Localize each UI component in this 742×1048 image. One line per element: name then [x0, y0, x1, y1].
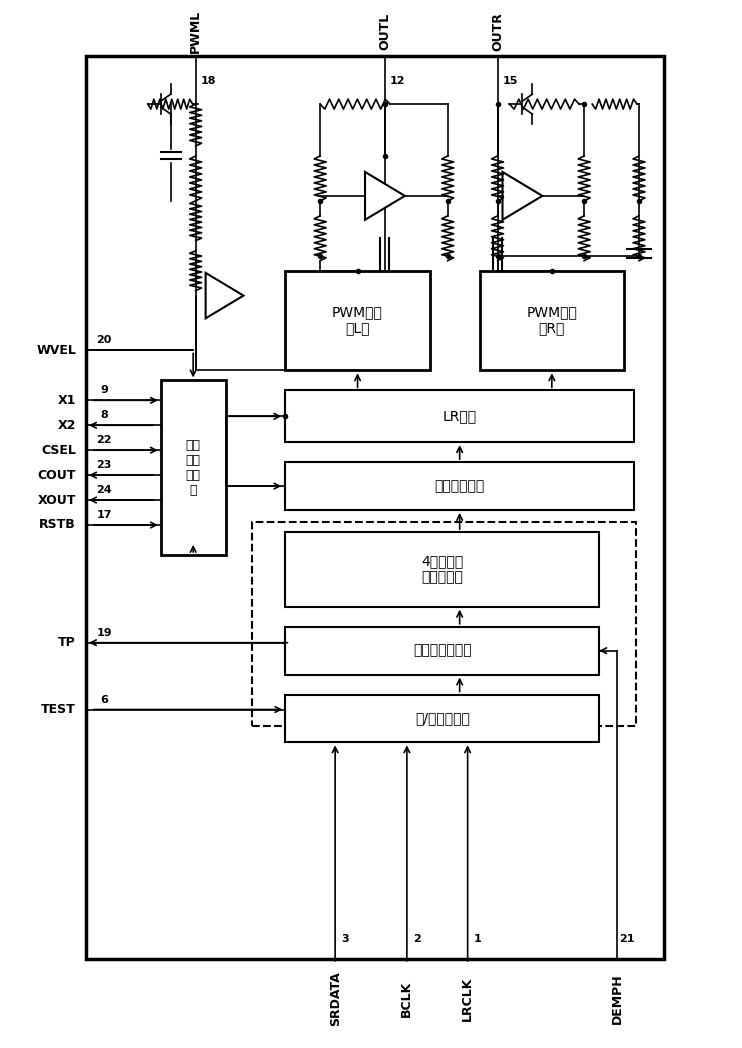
Text: 4倍超取样
数字滤波器: 4倍超取样 数字滤波器: [421, 554, 463, 585]
Text: 时钟
信号
发生
器: 时钟 信号 发生 器: [186, 439, 200, 497]
Text: 21: 21: [620, 934, 635, 944]
Text: TEST: TEST: [42, 703, 76, 716]
Bar: [479, 270, 624, 370]
Text: OUTR: OUTR: [491, 12, 504, 50]
Text: PWM逻辑
（L）: PWM逻辑 （L）: [332, 305, 383, 335]
Text: COUT: COUT: [38, 468, 76, 482]
Bar: [252, 522, 636, 726]
Text: 20: 20: [96, 335, 112, 346]
Text: 18: 18: [200, 77, 216, 86]
Text: LRCLK: LRCLK: [461, 977, 474, 1021]
Bar: [86, 57, 664, 959]
Polygon shape: [502, 172, 542, 220]
Text: 15: 15: [502, 77, 518, 86]
Bar: [286, 270, 430, 370]
Text: PWM逻辑
（R）: PWM逻辑 （R）: [526, 305, 577, 335]
Text: 17: 17: [96, 510, 112, 520]
Bar: [286, 532, 599, 607]
Text: 2: 2: [413, 934, 421, 944]
Text: WVEL: WVEL: [36, 344, 76, 357]
Text: BCLK: BCLK: [401, 981, 413, 1017]
Text: 3: 3: [341, 934, 349, 944]
Polygon shape: [206, 272, 243, 319]
Text: 1: 1: [473, 934, 482, 944]
Text: 噪声整形逻辑: 噪声整形逻辑: [435, 479, 485, 494]
Text: 数字去加重电路: 数字去加重电路: [413, 643, 472, 658]
Text: PWML: PWML: [189, 9, 202, 53]
Text: 9: 9: [100, 386, 108, 395]
Text: CSEL: CSEL: [42, 443, 76, 457]
Text: 串/并转换电路: 串/并转换电路: [415, 712, 470, 725]
Bar: [286, 695, 599, 742]
Text: 6: 6: [100, 695, 108, 704]
Text: X1: X1: [58, 394, 76, 407]
Text: RSTB: RSTB: [39, 519, 76, 531]
Bar: [161, 380, 226, 555]
Bar: [286, 390, 634, 442]
Text: XOUT: XOUT: [38, 494, 76, 506]
Text: OUTL: OUTL: [378, 13, 392, 50]
Text: LR选择: LR选择: [443, 410, 476, 423]
Text: 12: 12: [390, 77, 405, 86]
Text: 24: 24: [96, 485, 112, 495]
Bar: [286, 462, 634, 510]
Text: SRDATA: SRDATA: [329, 971, 341, 1026]
Text: 23: 23: [96, 460, 112, 471]
Text: X2: X2: [58, 419, 76, 432]
Polygon shape: [365, 172, 405, 220]
Bar: [286, 627, 599, 675]
Text: TP: TP: [59, 636, 76, 649]
Text: DEMPH: DEMPH: [611, 974, 623, 1024]
Text: 19: 19: [96, 628, 112, 638]
Text: 8: 8: [100, 410, 108, 420]
Text: 22: 22: [96, 435, 112, 445]
